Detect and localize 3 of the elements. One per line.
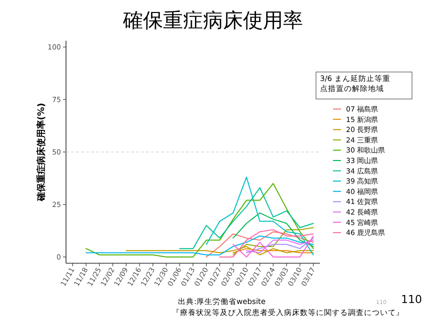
title: 確保重症病床使用率 [123, 8, 303, 32]
text: 110 [401, 293, 422, 306]
y-axis-title: 確保重症病床使用率(%) [36, 102, 47, 202]
